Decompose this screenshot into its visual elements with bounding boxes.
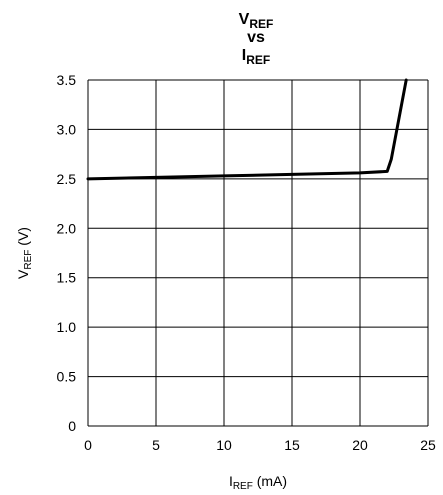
y-tick-label: 1.0 (57, 319, 77, 335)
chart-title-line1: VREF (239, 11, 274, 31)
x-tick-label: 5 (152, 437, 160, 453)
y-tick-label: 3.0 (57, 121, 77, 137)
chart-title-line3: IREF (242, 47, 270, 67)
y-tick-label: 2.5 (57, 171, 77, 187)
y-tick-label: 0.5 (57, 369, 77, 385)
y-tick-label: 1.5 (57, 270, 77, 286)
x-axis-label: IREF (mA) (229, 473, 287, 492)
y-tick-label: 2.0 (57, 220, 77, 236)
series-line (86, 78, 408, 181)
x-tick-label: 25 (420, 437, 436, 453)
x-tick-label: 15 (284, 437, 300, 453)
chart-title-line2: vs (247, 29, 265, 46)
series-layer (86, 78, 408, 181)
x-tick-label: 10 (216, 437, 232, 453)
tick-labels: 0 5 10 15 20 25 0 0.5 1.0 1.5 2.0 2.5 3.0 3.5 (57, 72, 436, 453)
y-axis-label: VREF (V) (15, 227, 34, 279)
y-tick-label: 3.5 (57, 72, 77, 88)
y-tick-label: 0 (68, 418, 76, 434)
grid (87, 79, 429, 427)
x-tick-label: 0 (84, 437, 92, 453)
x-tick-label: 20 (352, 437, 368, 453)
